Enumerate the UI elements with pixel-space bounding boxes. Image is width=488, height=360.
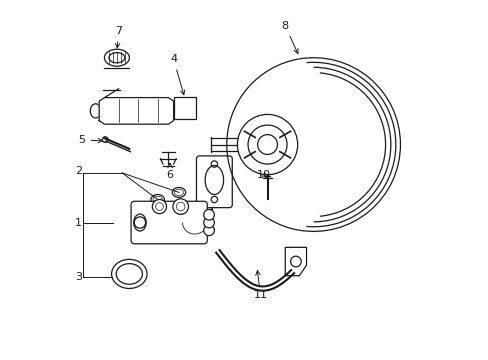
Circle shape [102,137,108,143]
Text: 11: 11 [253,271,267,300]
Text: 10: 10 [257,170,270,180]
FancyBboxPatch shape [174,97,196,120]
Text: 3: 3 [75,273,82,283]
Ellipse shape [133,214,146,231]
Text: 4: 4 [170,54,184,95]
Ellipse shape [151,194,164,204]
Text: 5: 5 [79,135,102,145]
Polygon shape [99,98,173,124]
Ellipse shape [172,188,185,197]
Text: 7: 7 [115,26,122,48]
Circle shape [173,199,188,215]
Text: 8: 8 [281,21,297,54]
Text: 9: 9 [196,208,212,237]
Polygon shape [285,247,306,276]
Text: 1: 1 [75,217,82,228]
Circle shape [203,210,214,220]
Text: 6: 6 [166,163,173,180]
Circle shape [203,217,214,228]
FancyBboxPatch shape [131,201,207,244]
Circle shape [203,225,214,236]
Text: 2: 2 [75,166,82,176]
Circle shape [152,199,166,214]
